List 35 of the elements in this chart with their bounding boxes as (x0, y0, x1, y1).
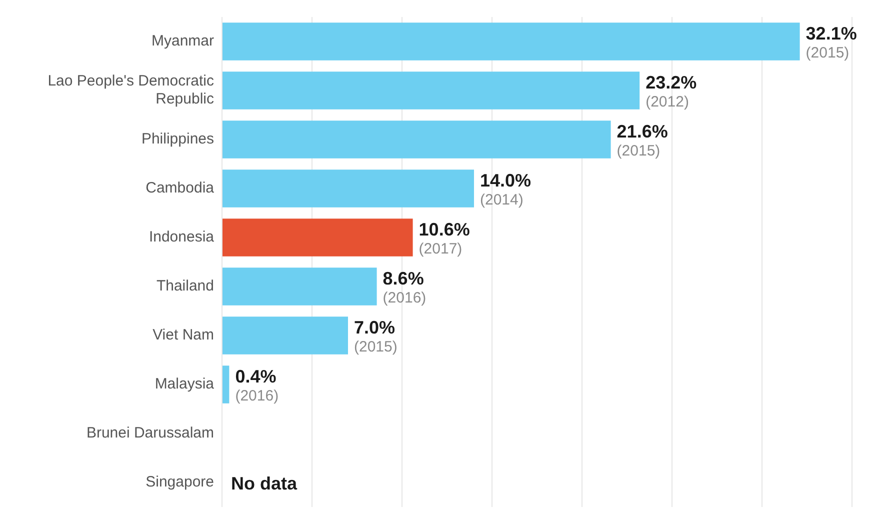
y-tick-label: Lao People's Democratic Republic (48, 72, 214, 108)
annotation: (2014) (480, 192, 524, 209)
y-tick-label: Myanmar (151, 32, 214, 50)
y-tick-label: Viet Nam (152, 326, 214, 344)
annotation: (2015) (806, 44, 850, 62)
data-label: 8.6% (382, 268, 424, 288)
annotation: (2015) (354, 338, 398, 356)
data-label: 14.0% (480, 170, 532, 190)
annotation: (2016) (235, 388, 279, 405)
y-tick-label: Malaysia (154, 376, 215, 393)
bar (222, 268, 377, 306)
bar (222, 22, 800, 60)
bar (222, 170, 474, 208)
annotation: (2015) (616, 142, 660, 160)
bar (222, 120, 611, 158)
y-tick-label: Singapore (146, 474, 214, 491)
bar (222, 366, 230, 404)
bar (222, 218, 413, 256)
bar (222, 316, 348, 354)
data-label: 23.2% (646, 72, 697, 92)
y-tick-label: Indonesia (148, 228, 215, 246)
y-tick-label: Thailand (156, 278, 214, 295)
data-label: 32.1% (806, 23, 857, 44)
data-label: 7.0% (354, 317, 396, 338)
data-label: 10.6% (418, 219, 470, 240)
y-tick-label: Brunei Darussalam (86, 424, 214, 442)
annotation: (2017) (418, 240, 462, 258)
annotation: (2016) (382, 290, 426, 307)
annotation: (2012) (646, 94, 689, 111)
annotation: No data (231, 473, 298, 494)
y-tick-label: Cambodia (146, 180, 215, 197)
data-label: 0.4% (235, 366, 276, 386)
bar (222, 72, 640, 110)
data-label: 21.6% (616, 121, 668, 142)
y-tick-label: Philippines (141, 130, 214, 148)
